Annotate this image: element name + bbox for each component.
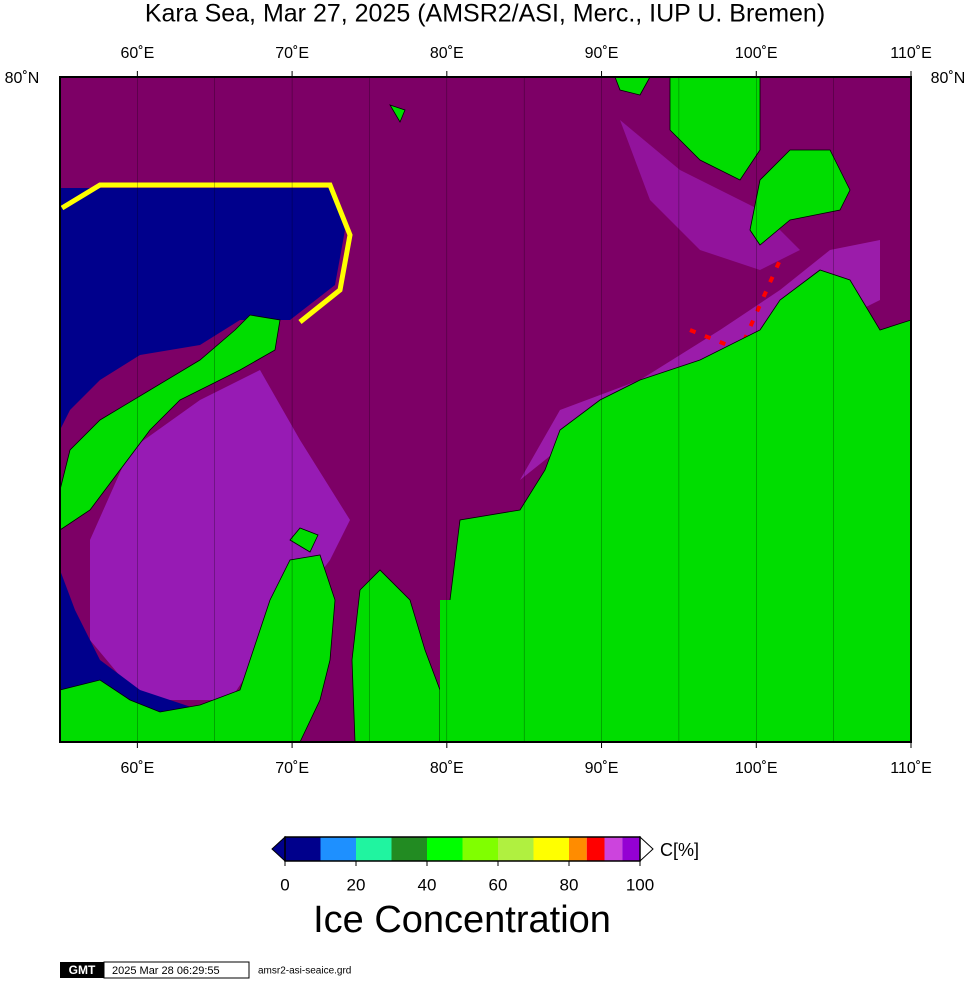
land [440, 600, 470, 742]
lon-label: 70˚E [275, 45, 309, 62]
colorbar-segment [285, 837, 321, 861]
colorbar-tick-label: 80 [560, 875, 579, 894]
colorbar-tick-label: 20 [347, 875, 366, 894]
land [59, 76, 912, 743]
ice-edge [60, 182, 353, 324]
colorbar-tick-label: 0 [280, 875, 289, 894]
severnaya-zemlya [749, 149, 851, 246]
island [289, 527, 319, 553]
lon-label: 90˚E [585, 760, 619, 777]
title: Kara Sea, Mar 27, 2025 (AMSR2/ASI, Merc.… [145, 0, 825, 28]
colorbar-segment [533, 837, 569, 861]
lon-label: 70˚E [275, 760, 309, 777]
colorbar-segment [586, 837, 605, 861]
colorbar-tick-label: 60 [489, 875, 508, 894]
file-name: amsr2-asi-seaice.grd [258, 966, 351, 977]
lon-label: 110˚E [890, 760, 932, 777]
colorbar-label: Ice Concentration [313, 899, 611, 941]
colorbar-segment [391, 837, 427, 861]
colorbar-over [639, 835, 654, 863]
colorbar-tick-label: 100 [626, 875, 654, 894]
lon-label: 100˚E [735, 45, 778, 62]
colorbar-segment [356, 837, 392, 861]
colorbar-segment [320, 837, 356, 861]
lon-label: 110˚E [890, 45, 932, 62]
gmt-logo [60, 962, 104, 978]
map-frame [59, 76, 912, 743]
taymyr [439, 269, 912, 743]
colorbar-tick-label: 40 [418, 875, 437, 894]
lon-label: 60˚E [120, 760, 154, 777]
colorbar-segment [462, 837, 498, 861]
lat-label: 80˚N [931, 70, 966, 87]
colorbar-segment [427, 837, 463, 861]
gmt-logo-text: GMT [69, 963, 96, 977]
colorbar-segment [622, 837, 640, 861]
lon-label: 60˚E [120, 45, 154, 62]
colorbar-segment [498, 837, 534, 861]
map [59, 76, 912, 743]
meridians [137, 77, 834, 742]
lon-label: 80˚E [430, 760, 464, 777]
open-water [60, 188, 345, 430]
colorbar-under [271, 835, 286, 863]
timestamp-box [103, 961, 250, 979]
novaya-zemlya [59, 314, 281, 531]
yamal [59, 554, 336, 743]
colorbar-unit: C[%] [660, 840, 699, 860]
colorbar-segment [604, 837, 623, 861]
colorbar-segment [569, 837, 587, 861]
colorbar-frame [284, 836, 641, 862]
lon-label: 90˚E [585, 45, 619, 62]
island [389, 104, 406, 123]
lon-label: 100˚E [735, 760, 778, 777]
colorbar: 0 20 40 60 80 100 [271, 835, 654, 894]
lon-label: 80˚E [430, 45, 464, 62]
timestamp: 2025 Mar 28 06:29:55 [112, 965, 220, 977]
lat-label: 80˚N [5, 70, 40, 87]
